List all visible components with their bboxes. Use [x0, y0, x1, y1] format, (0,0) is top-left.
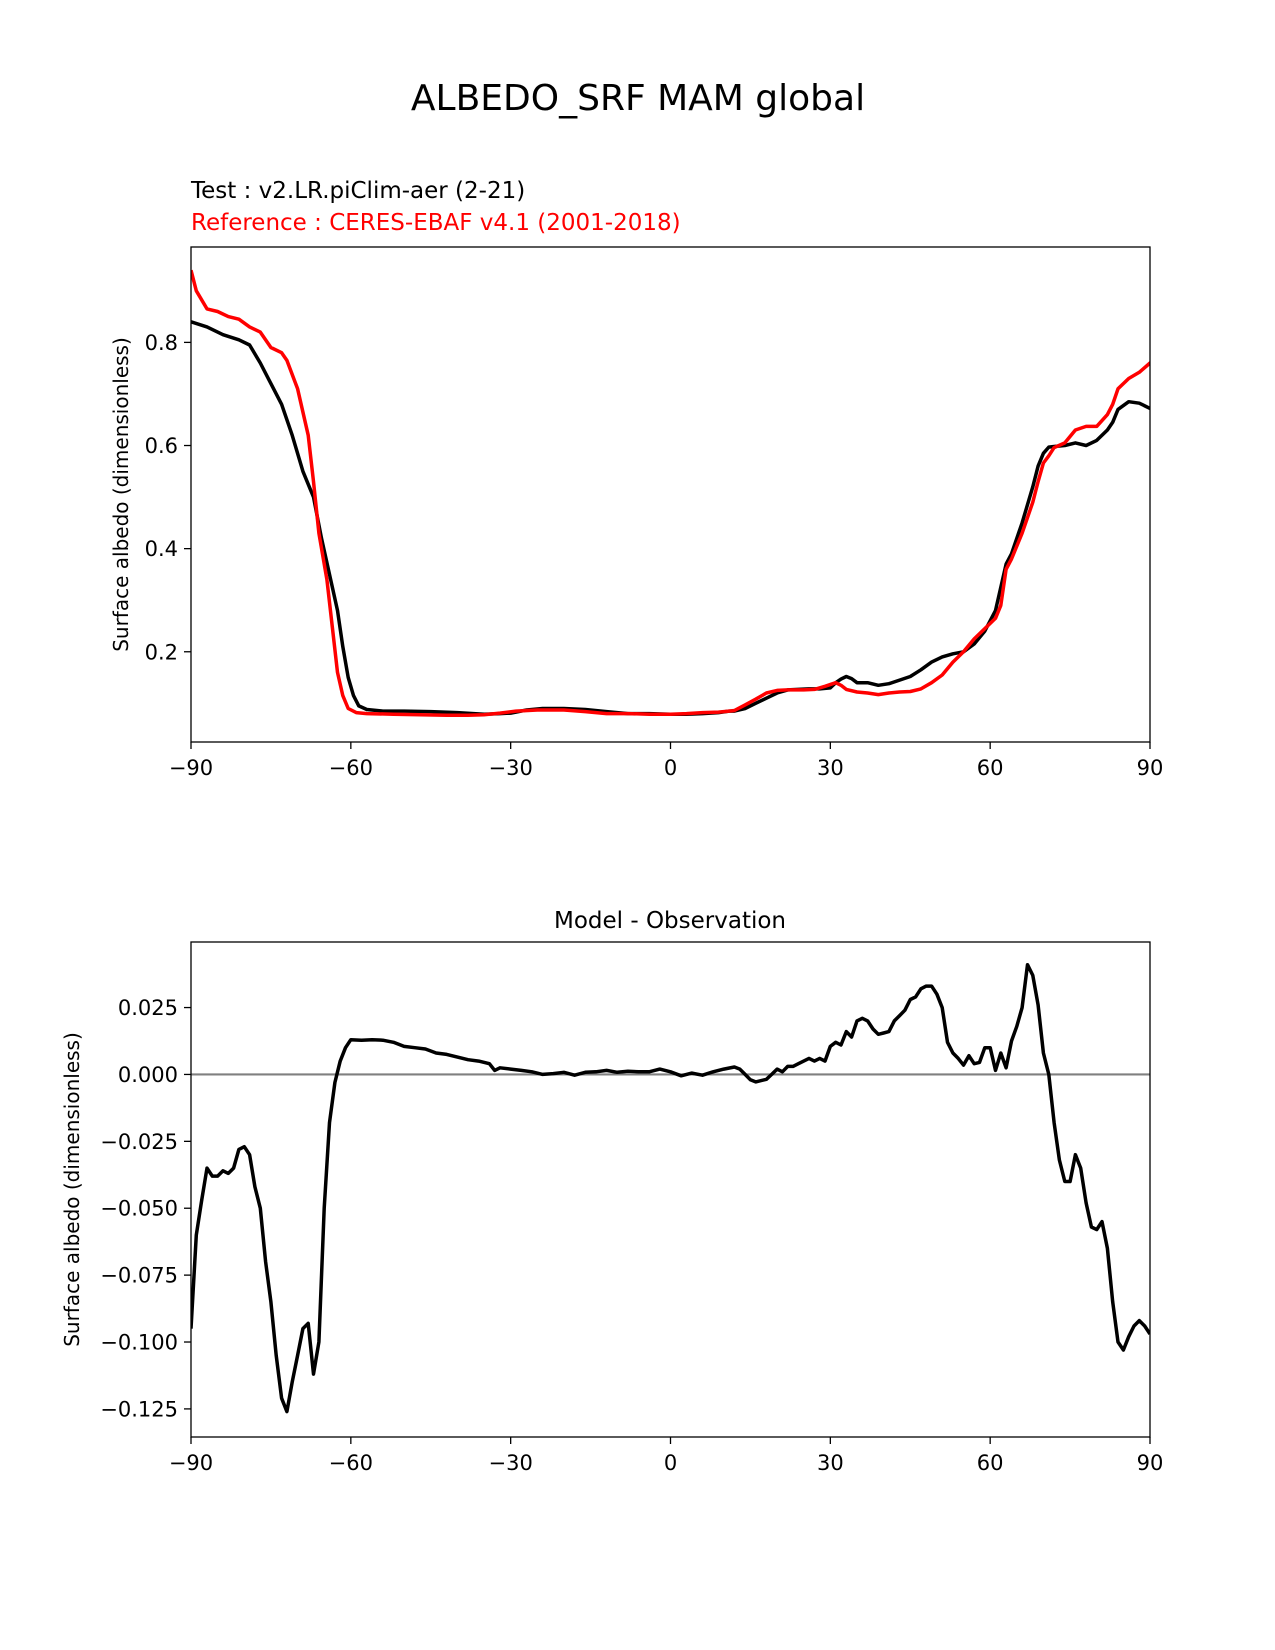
x-tick-label: 90	[1137, 1451, 1164, 1475]
y-tick-label: −0.100	[100, 1331, 178, 1355]
x-tick-label: 90	[1137, 756, 1164, 780]
y-tick-label: −0.075	[100, 1264, 178, 1288]
axes-frame	[190, 246, 1151, 743]
y-tick-label: 0.6	[145, 434, 178, 458]
axes-frame	[190, 941, 1151, 1438]
figure-title: ALBEDO_SRF MAM global	[411, 78, 865, 119]
y-tick-label: 0.000	[118, 1063, 178, 1087]
y-tick-label: −0.025	[100, 1130, 178, 1154]
x-tick-label: 30	[817, 1451, 844, 1475]
difference-panel: −90 −60 −30 0 30 60 90 0.025 0.000 −0.025 −0.050 −0…	[60, 941, 1164, 1475]
test-series-line	[191, 320, 1150, 716]
x-tick-label: −90	[169, 1451, 213, 1475]
climatology-panel: −90 −60 −30 0 30 60 90 0.2 0.4 0.6 0.8 Surface albe…	[109, 246, 1164, 780]
diff-panel-title: Model - Observation	[554, 908, 786, 934]
y-tick-label: −0.125	[100, 1397, 178, 1421]
x-tick-label: −60	[329, 1451, 373, 1475]
y-tick-label: 0.025	[118, 996, 178, 1020]
y-axis-label: Surface albedo (dimensionless)	[109, 337, 133, 652]
test-series-line	[191, 962, 1150, 1414]
x-tick-label: −30	[489, 756, 533, 780]
x-tick-label: 30	[817, 756, 844, 780]
x-tick-label: 0	[664, 756, 677, 780]
y-tick-label: 0.4	[145, 537, 178, 561]
x-tick-label: −60	[329, 756, 373, 780]
x-tick-label: −90	[169, 756, 213, 780]
reference-label: Reference : CERES-EBAF v4.1 (2001-2018)	[191, 210, 681, 236]
test-label: Test : v2.LR.piClim-aer (2-21)	[190, 178, 525, 204]
reference-series-line	[191, 269, 1150, 717]
y-axis-label: Surface albedo (dimensionless)	[60, 1032, 84, 1347]
x-tick-label: 60	[977, 756, 1004, 780]
x-tick-label: −30	[489, 1451, 533, 1475]
y-tick-label: 0.8	[145, 331, 178, 355]
x-tick-label: 0	[664, 1451, 677, 1475]
x-tick-label: 60	[977, 1451, 1004, 1475]
y-tick-label: −0.050	[100, 1197, 178, 1221]
y-tick-label: 0.2	[145, 640, 178, 664]
